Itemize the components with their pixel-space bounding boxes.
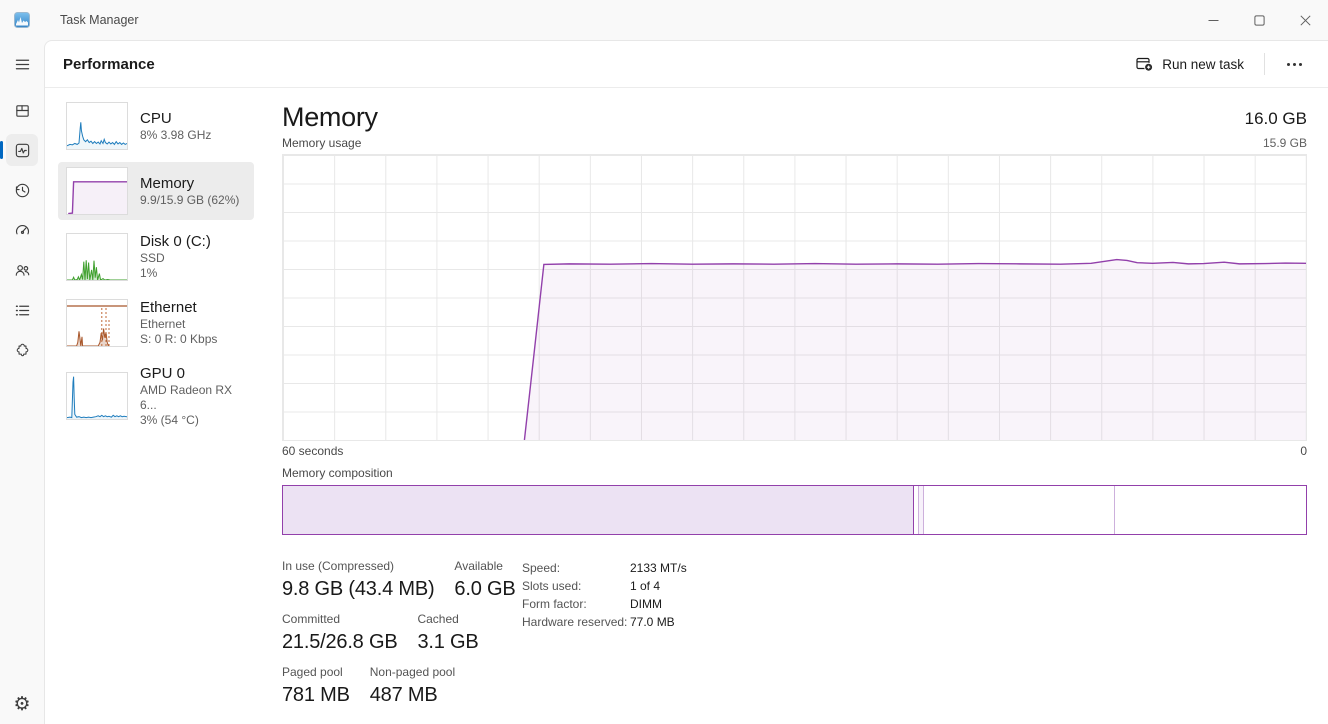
performance-sidebar-list: CPU 8% 3.98 GHz Memory 9.9/15.9 GB (62%)… — [45, 97, 254, 724]
perf-item-sub: 9.9/15.9 GB (62%) — [140, 193, 240, 207]
settings-button[interactable]: ⚙ — [13, 695, 30, 714]
services-icon — [16, 343, 28, 356]
sidebar-item-performance[interactable] — [0, 134, 38, 166]
composition-segment-in-use — [283, 486, 915, 534]
perf-item-title: GPU 0 — [140, 365, 186, 382]
app-history-icon — [15, 183, 29, 197]
more-options-button[interactable] — [1275, 53, 1314, 76]
perf-item-sub: 3% (54 °C) — [140, 413, 199, 427]
sidebar-item-startup-apps[interactable] — [6, 214, 38, 246]
stat-value: 6.0 GB — [454, 578, 516, 600]
stat-label: Committed — [282, 612, 341, 626]
perf-item-title: CPU — [140, 110, 172, 127]
close-button[interactable] — [1282, 0, 1328, 40]
memory-usage-max: 15.9 GB — [1262, 136, 1307, 150]
ethernet-mini-chart — [66, 298, 128, 347]
memory-composition-bar — [282, 485, 1307, 535]
perf-item-title: Memory — [140, 175, 195, 192]
stat-value: 9.8 GB (43.4 MB) — [282, 578, 435, 600]
stat-value: 487 MB — [369, 684, 438, 706]
stat-label: Non-paged pool — [369, 665, 456, 679]
hardware-info: Speed: 2133 MT/s Slots used: 1 of 4 Form f… — [522, 559, 687, 631]
sidebar-item-users[interactable] — [6, 254, 38, 286]
header-divider — [1264, 53, 1265, 75]
main-panel: Performance Run new task — [44, 40, 1328, 724]
gpu-mini-chart — [66, 372, 128, 420]
performance-icon — [15, 143, 29, 157]
composition-segment-standby — [924, 486, 1115, 534]
details-icon — [15, 304, 29, 316]
detail-title: Memory — [282, 102, 378, 132]
sidebar-item-details[interactable] — [6, 294, 38, 326]
stat-value: 3.1 GB — [417, 631, 479, 653]
sidebar-item-app-history[interactable] — [6, 174, 38, 206]
perf-item-title: Ethernet — [140, 299, 197, 316]
perf-item-sub: S: 0 R: 0 Kbps — [140, 332, 218, 346]
disk-mini-chart — [66, 232, 128, 281]
composition-segment-modified — [918, 486, 925, 534]
hw-key: Hardware reserved: — [522, 615, 628, 629]
cpu-mini-chart — [66, 102, 128, 150]
window-title: Task Manager — [60, 13, 139, 27]
axis-label-left: 60 seconds — [282, 444, 344, 458]
memory-usage-label: Memory usage — [282, 136, 362, 150]
gear-icon: ⚙ — [13, 693, 31, 715]
sidebar-item-services[interactable] — [6, 334, 38, 366]
users-icon — [15, 264, 29, 276]
perf-item-sub: 8% 3.98 GHz — [140, 128, 212, 142]
hw-key: Slots used: — [522, 579, 582, 593]
perf-item-sub: Ethernet — [140, 317, 186, 331]
hw-value: 1 of 4 — [630, 579, 661, 593]
perf-item-disk[interactable]: Disk 0 (C:) SSD 1% — [58, 227, 254, 286]
stat-value: 781 MB — [282, 684, 350, 706]
axis-label-right: 0 — [1300, 444, 1307, 458]
page-header: Performance Run new task — [45, 41, 1328, 88]
perf-item-sub: SSD — [140, 251, 165, 265]
perf-item-ethernet[interactable]: Ethernet Ethernet S: 0 R: 0 Kbps — [58, 293, 254, 352]
perf-item-gpu[interactable]: GPU 0 AMD Radeon RX 6... 3% (54 °C) — [58, 359, 254, 433]
hw-value: DIMM — [630, 597, 662, 611]
hw-value: 77.0 MB — [630, 615, 675, 629]
hw-value: 2133 MT/s — [630, 561, 687, 575]
processes-icon — [15, 104, 29, 117]
composition-segment-free — [1114, 486, 1306, 534]
memory-mini-chart — [66, 167, 128, 215]
stat-label: Paged pool — [282, 665, 343, 679]
perf-item-sub: 1% — [140, 266, 158, 280]
stat-label: Cached — [417, 612, 459, 626]
memory-detail-pane: Memory 16.0 GB Memory usage 15.9 GB 60 s… — [282, 97, 1328, 724]
stat-label: Available — [454, 559, 503, 573]
hw-key: Form factor: — [522, 597, 587, 611]
hw-key: Speed: — [522, 561, 561, 575]
minimize-icon — [1208, 19, 1218, 21]
close-icon — [1299, 14, 1311, 26]
minimize-button[interactable] — [1190, 0, 1236, 40]
hamburger-icon — [15, 59, 29, 69]
stat-label: In use (Compressed) — [282, 559, 395, 573]
stat-value: 21.5/26.8 GB — [282, 631, 398, 653]
perf-item-memory[interactable]: Memory 9.9/15.9 GB (62%) — [58, 162, 254, 220]
menu-button[interactable] — [6, 48, 38, 80]
perf-item-sub: AMD Radeon RX 6... — [140, 383, 233, 412]
run-new-task-label: Run new task — [1162, 56, 1244, 72]
memory-composition-label: Memory composition — [282, 466, 393, 480]
startup-apps-icon — [15, 224, 29, 234]
navigation-rail: ⚙ — [0, 40, 44, 724]
ellipsis-icon — [1287, 62, 1290, 66]
run-new-task-button[interactable]: Run new task — [1126, 50, 1254, 78]
selected-accent-bar — [0, 141, 3, 159]
perf-item-title: Disk 0 (C:) — [140, 233, 211, 250]
new-window-plus-icon — [1136, 57, 1154, 72]
maximize-button[interactable] — [1236, 0, 1282, 40]
task-manager-app-icon — [14, 12, 30, 28]
titlebar: Task Manager — [0, 0, 1328, 40]
memory-stats: In use (Compressed) 9.8 GB (43.4 MB) Ava… — [282, 559, 1307, 707]
memory-usage-chart — [282, 154, 1307, 441]
memory-total: 16.0 GB — [1244, 109, 1307, 128]
maximize-icon — [1253, 14, 1265, 26]
sidebar-item-processes[interactable] — [6, 94, 38, 126]
page-title: Performance — [63, 55, 155, 73]
perf-item-cpu[interactable]: CPU 8% 3.98 GHz — [58, 97, 254, 155]
